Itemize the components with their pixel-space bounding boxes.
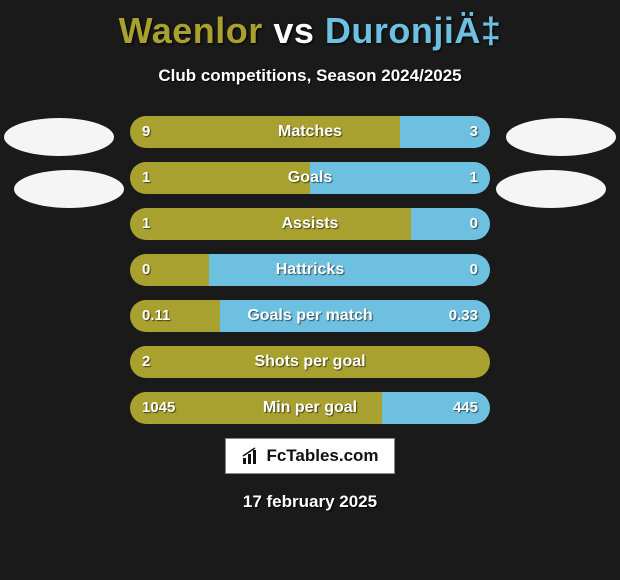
vs-label: vs	[273, 10, 314, 51]
brand-chart-icon	[241, 446, 261, 466]
stats-rows: 93Matches 11Goals 10Assists 00Hattricks 0.11…	[130, 116, 490, 424]
stat-label: Assists	[130, 208, 490, 240]
stat-label: Goals per match	[130, 300, 490, 332]
subtitle: Club competitions, Season 2024/2025	[0, 66, 620, 86]
stat-row: 0.110.33Goals per match	[130, 300, 490, 332]
player2-name: DuronjiÄ‡	[325, 10, 502, 51]
stat-label: Hattricks	[130, 254, 490, 286]
stat-row: 00Hattricks	[130, 254, 490, 286]
stat-row: 11Goals	[130, 162, 490, 194]
player1-avatar	[4, 118, 114, 156]
stat-row: 93Matches	[130, 116, 490, 148]
date-label: 17 february 2025	[0, 492, 620, 512]
brand-text: FcTables.com	[266, 446, 378, 466]
brand-badge: FcTables.com	[225, 438, 395, 474]
player2-avatar	[506, 118, 616, 156]
stat-label: Shots per goal	[130, 346, 490, 378]
stat-label: Goals	[130, 162, 490, 194]
stat-label: Min per goal	[130, 392, 490, 424]
stat-row: 10Assists	[130, 208, 490, 240]
stat-label: Matches	[130, 116, 490, 148]
player1-team-avatar	[14, 170, 124, 208]
stat-row: 2Shots per goal	[130, 346, 490, 378]
stat-row: 1045445Min per goal	[130, 392, 490, 424]
comparison-title: Waenlor vs DuronjiÄ‡	[0, 0, 620, 52]
player1-name: Waenlor	[119, 10, 263, 51]
player2-team-avatar	[496, 170, 606, 208]
